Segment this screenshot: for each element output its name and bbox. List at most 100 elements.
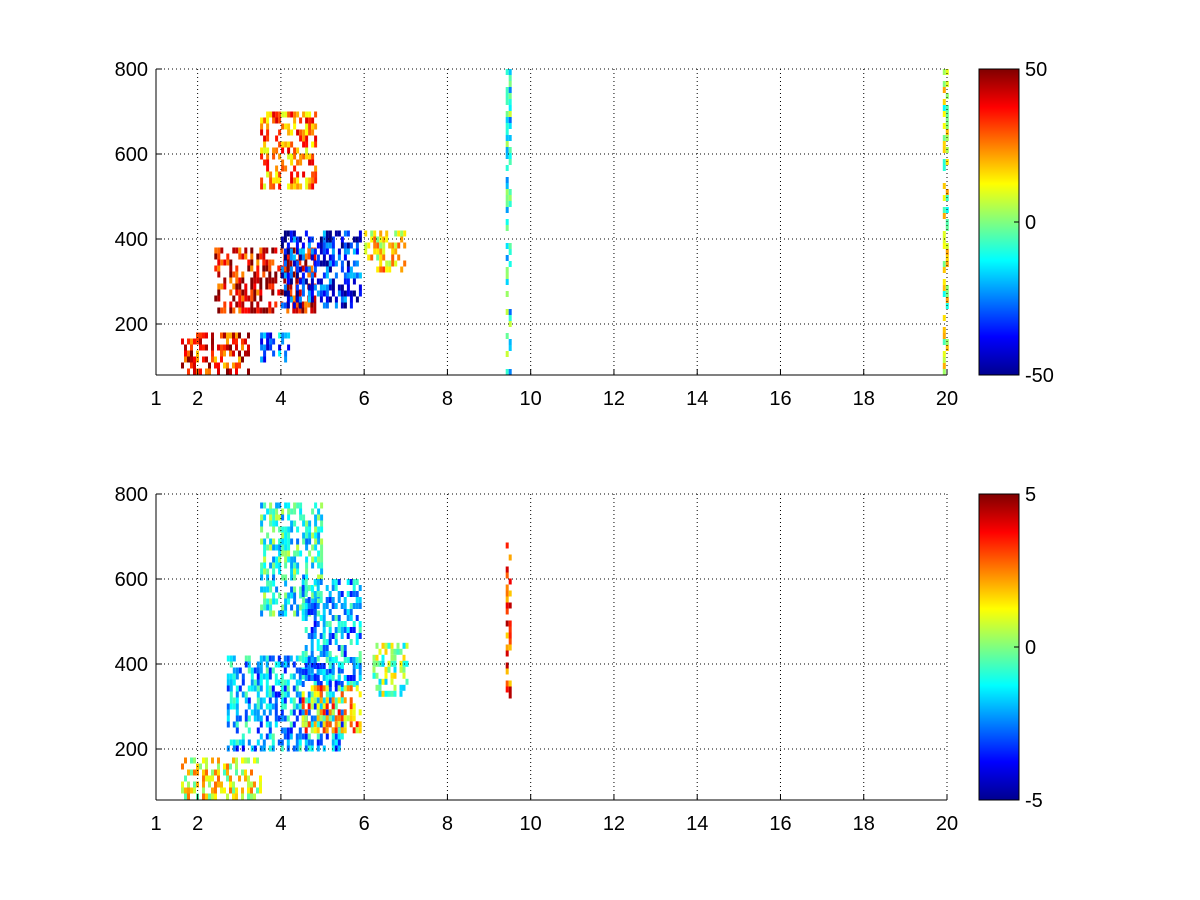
- heatmap-cell: [322, 284, 326, 291]
- heatmap-cell: [322, 609, 326, 615]
- heatmap-cell: [244, 655, 248, 662]
- heatmap-cell: [250, 685, 254, 692]
- heatmap-cell: [334, 633, 338, 639]
- heatmap-cell: [331, 597, 335, 603]
- heatmap-cell: [942, 231, 946, 237]
- heatmap-cell: [328, 296, 332, 303]
- heatmap-cell: [266, 165, 270, 172]
- heatmap-cell: [268, 265, 272, 272]
- heatmap-cell: [305, 532, 309, 539]
- heatmap-cell: [325, 657, 329, 663]
- heatmap-cell: [220, 344, 223, 351]
- heatmap-cell: [942, 159, 946, 165]
- heatmap-cell: [275, 520, 279, 527]
- x-tick-label: 2: [192, 388, 203, 410]
- heatmap-cell: [379, 248, 383, 255]
- heatmap-cell: [268, 727, 272, 734]
- heatmap-cell: [349, 290, 353, 297]
- heatmap-cell: [229, 350, 232, 357]
- heatmap-cell: [295, 667, 299, 674]
- heatmap-cell: [508, 309, 512, 315]
- heatmap-cell: [260, 502, 264, 509]
- heatmap-cell: [505, 632, 509, 639]
- heatmap-cell: [505, 602, 509, 609]
- heatmap-cell: [301, 703, 305, 710]
- heatmap-cell: [302, 514, 306, 521]
- heatmap-cell: [340, 290, 344, 297]
- heatmap-cell: [247, 344, 250, 351]
- heatmap-cell: [388, 242, 392, 249]
- heatmap-cell: [308, 153, 312, 160]
- heatmap-cell: [304, 278, 308, 285]
- heatmap-cell: [290, 129, 294, 136]
- heatmap-cell: [358, 727, 362, 734]
- heatmap-cell: [343, 603, 347, 609]
- heatmap-cell: [385, 230, 389, 237]
- heatmap-cell: [355, 296, 359, 303]
- heatmap-cell: [313, 685, 317, 692]
- heatmap-cell: [320, 562, 324, 569]
- heatmap-cell: [217, 283, 221, 290]
- heatmap-cell: [304, 697, 308, 704]
- heatmap-cell: [379, 266, 383, 273]
- heatmap-cell: [271, 685, 275, 692]
- heatmap-cell: [307, 739, 311, 746]
- heatmap-cell: [319, 691, 323, 698]
- heatmap-cell: [302, 135, 306, 142]
- heatmap-cell: [328, 673, 332, 680]
- heatmap-cell: [328, 655, 332, 662]
- heatmap-cell: [310, 603, 314, 609]
- heatmap-cell: [241, 691, 245, 698]
- heatmap-cell: [316, 242, 320, 249]
- x-tick-label: 18: [853, 388, 875, 410]
- heatmap-cell: [505, 333, 509, 339]
- heatmap-cell: [311, 592, 315, 599]
- heatmap-cell: [343, 290, 347, 297]
- heatmap-cell: [284, 350, 288, 357]
- heatmap-cell: [226, 368, 229, 375]
- heatmap-cell: [400, 236, 404, 243]
- heatmap-cell: [331, 675, 335, 681]
- heatmap-cell: [319, 597, 323, 603]
- x-tick-label: 12: [603, 388, 625, 410]
- heatmap-cell: [328, 639, 332, 645]
- heatmap-cell: [337, 645, 341, 651]
- heatmap-cell: [244, 709, 248, 716]
- heatmap-cell: [241, 787, 244, 794]
- heatmap-cell: [268, 703, 272, 710]
- heatmap-cell: [394, 230, 398, 237]
- heatmap-cell: [385, 260, 389, 267]
- heatmap-cell: [942, 195, 946, 201]
- heatmap-cell: [355, 579, 359, 585]
- heatmap-cell: [266, 598, 270, 605]
- heatmap-cell: [211, 344, 214, 351]
- heatmap-cell: [328, 260, 332, 267]
- heatmap-cell: [244, 661, 248, 668]
- x-tick-label: 16: [769, 388, 791, 410]
- heatmap-cell: [229, 697, 233, 704]
- heatmap-cell: [296, 159, 300, 166]
- heatmap-cell: [259, 703, 263, 710]
- colorbar: 50-5: [978, 484, 1043, 812]
- heatmap-cell: [325, 691, 329, 698]
- heatmap-cell: [316, 278, 320, 285]
- heatmap-cell: [319, 260, 323, 267]
- heatmap-cell: [301, 585, 305, 591]
- heatmap-cell: [942, 69, 946, 75]
- heatmap-cell: [307, 284, 311, 291]
- heatmap-cell: [238, 685, 242, 692]
- heatmap-cell: [293, 123, 297, 130]
- heatmap-cell: [508, 123, 512, 129]
- heatmap-cell: [334, 615, 338, 621]
- heatmap-cell: [284, 532, 288, 539]
- heatmap-cell: [214, 769, 217, 776]
- heatmap-cell: [259, 715, 263, 722]
- heatmap-cell: [244, 295, 248, 302]
- heatmap-cell: [226, 259, 230, 266]
- heatmap-cell: [259, 781, 262, 788]
- heatmap-cell: [287, 129, 291, 136]
- heatmap-cell: [304, 721, 308, 728]
- heatmap-cell: [322, 709, 326, 716]
- heatmap-cell: [310, 675, 314, 681]
- heatmap-cell: [508, 99, 512, 105]
